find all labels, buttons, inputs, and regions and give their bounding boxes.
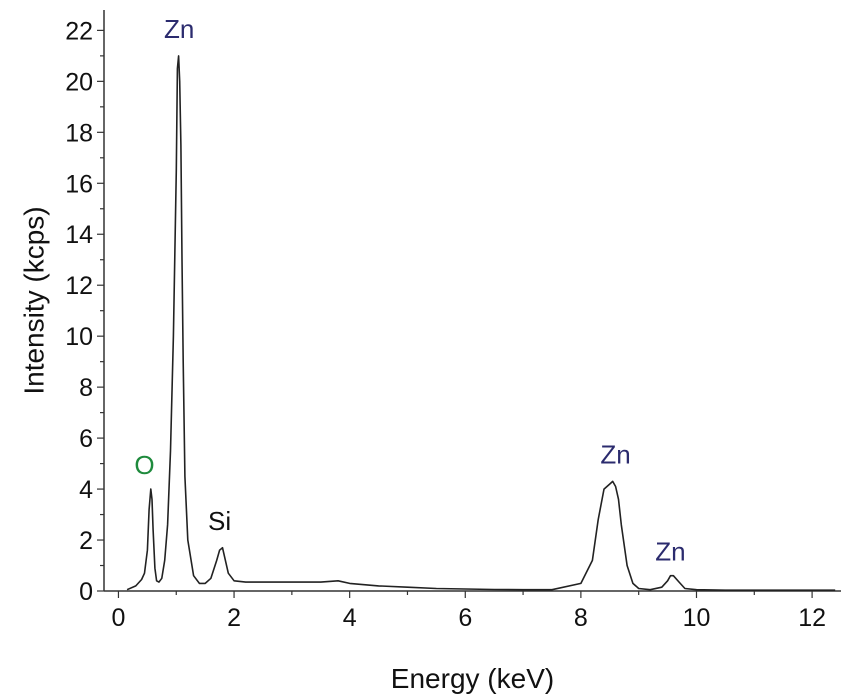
peak-annotations: O Zn Si Zn Zn — [134, 14, 685, 566]
y-axis-ticks: 0 2 4 6 8 10 12 14 16 18 20 22 — [65, 17, 104, 606]
y-tick-label: 18 — [65, 119, 93, 147]
x-axis-ticks: 0 2 4 6 8 10 12 — [111, 591, 826, 632]
y-tick-label: 12 — [65, 272, 93, 300]
x-tick-label: 0 — [111, 604, 125, 632]
x-tick-label: 6 — [458, 604, 472, 632]
spectrum-line-0 — [126, 55, 836, 591]
peak-label: Zn — [164, 14, 194, 44]
x-tick-label: 8 — [574, 604, 588, 632]
peak-label: Zn — [655, 536, 685, 566]
peak-label: O — [134, 450, 154, 480]
y-tick-label: 2 — [79, 527, 93, 555]
x-tick-label: 10 — [683, 604, 711, 632]
y-tick-label: 4 — [79, 476, 93, 504]
plot-area — [103, 10, 841, 592]
y-tick-label: 20 — [65, 68, 93, 96]
y-tick-label: 8 — [79, 374, 93, 402]
x-tick-label: 12 — [798, 604, 826, 632]
y-tick-label: 16 — [65, 170, 93, 198]
y-tick-label: 10 — [65, 323, 93, 351]
x-axis-title: Energy (keV) — [391, 663, 554, 694]
peak-label: Zn — [600, 440, 630, 470]
x-tick-label: 4 — [343, 604, 357, 632]
y-tick-label: 14 — [65, 221, 93, 249]
y-tick-label: 0 — [79, 578, 93, 606]
peak-label: Si — [208, 506, 231, 536]
y-tick-label: 22 — [65, 17, 93, 45]
x-tick-label: 2 — [227, 604, 241, 632]
y-axis-title: Intensity (kcps) — [18, 206, 49, 394]
y-tick-label: 6 — [79, 425, 93, 453]
